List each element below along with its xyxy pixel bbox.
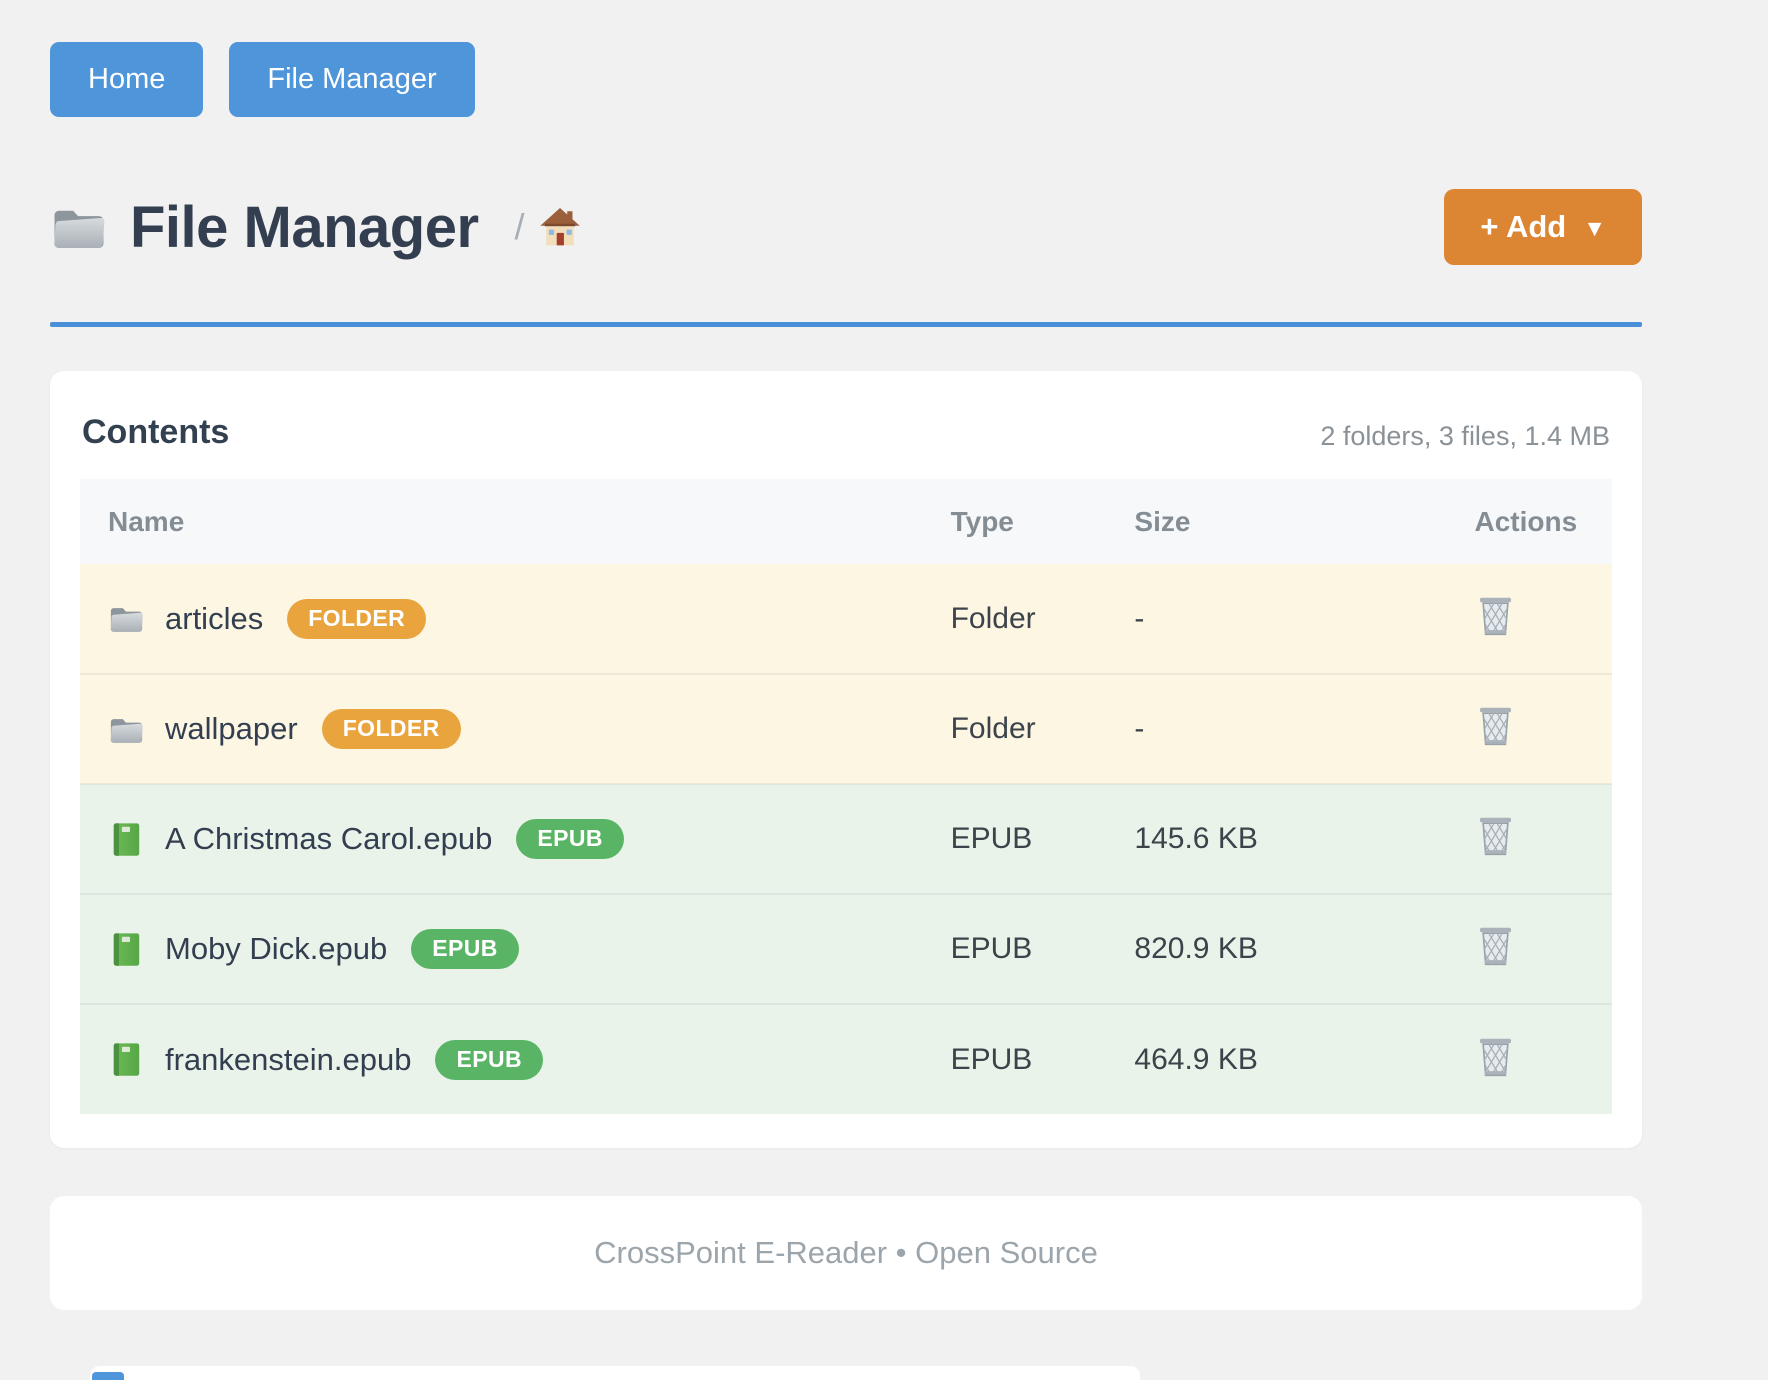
add-button-label: + Add (1480, 209, 1567, 244)
file-name-link[interactable]: frankenstein.epub (165, 1041, 412, 1077)
delete-button[interactable] (1475, 813, 1516, 859)
type-cell: Folder (950, 712, 1036, 745)
footer-text: CrossPoint E-Reader • Open Source (594, 1235, 1098, 1270)
contents-heading: Contents (82, 413, 230, 451)
breadcrumb-home-link[interactable] (539, 206, 581, 248)
file-name-link[interactable]: A Christmas Carol.epub (165, 821, 493, 856)
file-name-link[interactable]: articles (165, 600, 264, 636)
breadcrumb: / (515, 206, 581, 248)
house-icon (539, 206, 581, 248)
contents-card: Contents 2 folders, 3 files, 1.4 MB Name… (50, 371, 1642, 1148)
contents-summary: 2 folders, 3 files, 1.4 MB (1320, 421, 1610, 451)
trash-icon (1477, 705, 1514, 747)
file-name-link[interactable]: Moby Dick.epub (165, 931, 388, 966)
breadcrumb-separator: / (514, 206, 525, 247)
column-header-name: Name (80, 479, 923, 564)
size-cell: - (1134, 601, 1145, 635)
folder-badge: FOLDER (321, 709, 461, 749)
table-row: Moby Dick.epub EPUB EPUB 820.9 KB (80, 894, 1612, 1004)
nav-home-button[interactable]: Home (50, 42, 204, 117)
page-header: File Manager / + Add ▼ (50, 189, 1642, 265)
partial-blue-element (92, 1372, 124, 1380)
size-cell: 820.9 KB (1134, 932, 1258, 965)
delete-button[interactable] (1475, 1034, 1516, 1080)
caret-down-icon: ▼ (1583, 214, 1606, 241)
column-header-size: Size (1106, 479, 1447, 564)
epub-badge: EPUB (516, 819, 624, 859)
file-table: Name Type Size Actions articles FOLDER (80, 479, 1612, 1114)
type-cell: Folder (950, 601, 1036, 635)
delete-button[interactable] (1475, 923, 1516, 969)
type-cell: EPUB (950, 1042, 1033, 1076)
page-title: File Manager (130, 194, 479, 260)
size-cell: 464.9 KB (1134, 1042, 1258, 1076)
partial-bottom-card (90, 1366, 1140, 1380)
size-cell: - (1134, 712, 1145, 745)
folder-icon (108, 711, 145, 748)
green-book-icon (108, 1041, 145, 1078)
column-header-type: Type (922, 479, 1107, 564)
footer: CrossPoint E-Reader • Open Source (50, 1196, 1642, 1310)
trash-icon (1477, 1036, 1514, 1078)
title-divider (50, 322, 1642, 327)
trash-icon (1477, 925, 1514, 967)
table-header-row: Name Type Size Actions (80, 479, 1612, 564)
add-button[interactable]: + Add ▼ (1444, 189, 1642, 265)
green-book-icon (108, 821, 145, 858)
table-row: frankenstein.epub EPUB EPUB 464.9 KB (80, 1004, 1612, 1114)
green-book-icon (108, 931, 145, 968)
page-container: Home File Manager File Manager / + Add ▼… (50, 0, 1642, 1310)
type-cell: EPUB (950, 822, 1033, 855)
table-row: A Christmas Carol.epub EPUB EPUB 145.6 K… (80, 784, 1612, 894)
size-cell: 145.6 KB (1134, 822, 1258, 855)
top-navigation: Home File Manager (50, 0, 1642, 117)
type-cell: EPUB (950, 932, 1033, 965)
folder-icon (50, 198, 108, 256)
nav-file-manager-button[interactable]: File Manager (229, 42, 475, 117)
delete-button[interactable] (1475, 593, 1516, 639)
folder-badge: FOLDER (287, 598, 427, 639)
epub-badge: EPUB (411, 929, 519, 969)
trash-icon (1477, 815, 1514, 857)
table-row: articles FOLDER Folder - (80, 564, 1612, 674)
folder-icon (108, 600, 145, 637)
file-name-link[interactable]: wallpaper (165, 711, 298, 746)
column-header-actions: Actions (1446, 479, 1612, 564)
trash-icon (1477, 595, 1514, 637)
epub-badge: EPUB (435, 1039, 543, 1080)
table-row: wallpaper FOLDER Folder - (80, 674, 1612, 784)
delete-button[interactable] (1475, 703, 1516, 749)
